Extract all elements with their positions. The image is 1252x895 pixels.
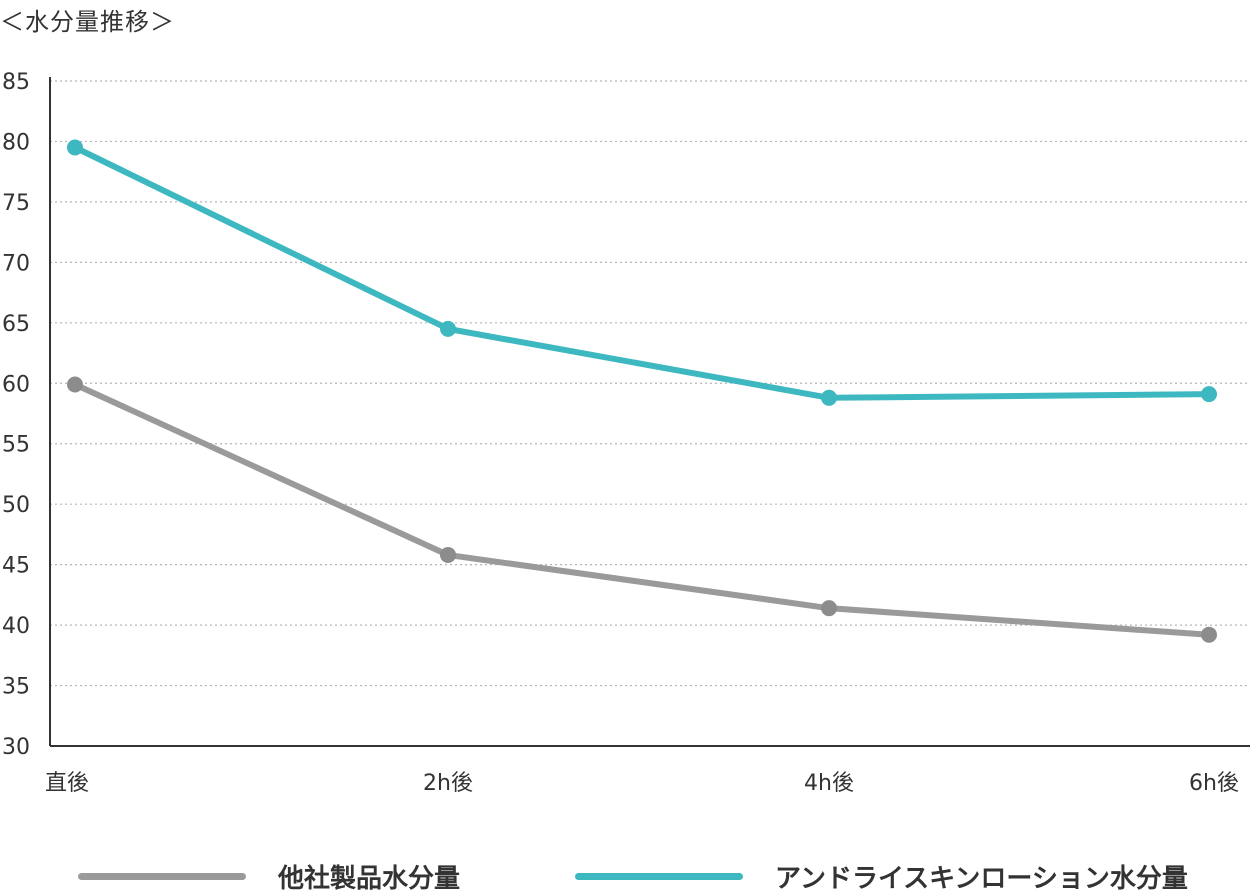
y-axis-tick-labels: 30 35 40 45 50 55 60 65 70 75 80 85 xyxy=(2,70,30,760)
y-tick-label-55: 55 xyxy=(2,433,30,458)
legend-item-other-product: 他社製品水分量 xyxy=(78,858,460,895)
y-tick-label-60: 60 xyxy=(2,372,30,397)
data-point-1-2 xyxy=(821,389,837,406)
data-point-0-3 xyxy=(1201,626,1217,643)
series-group xyxy=(67,139,1217,643)
x-tick-label-3: 6h後 xyxy=(1189,771,1239,796)
x-tick-label-2: 4h後 xyxy=(804,771,854,796)
line-chart: 30 35 40 45 50 55 60 65 70 75 80 85 直後 2h後 4h後 6h後 xyxy=(2,70,1250,796)
chart-title: ＜水分量推移＞ xyxy=(0,8,175,36)
y-tick-label-65: 65 xyxy=(2,312,30,337)
legend-swatch-andry-skin-lotion xyxy=(575,873,743,880)
data-point-0-1 xyxy=(440,546,456,563)
y-tick-label-50: 50 xyxy=(2,493,30,518)
y-tick-label-80: 80 xyxy=(2,130,30,155)
series-line-0 xyxy=(72,381,1212,638)
y-tick-label-75: 75 xyxy=(2,191,30,216)
axes xyxy=(49,77,1250,747)
x-tick-label-0: 直後 xyxy=(45,771,89,796)
legend-label-andry-skin-lotion: アンドライスキンローション水分量 xyxy=(775,864,1188,894)
x-axis-tick-labels: 直後 2h後 4h後 6h後 xyxy=(45,771,1239,796)
y-tick-label-40: 40 xyxy=(2,614,30,639)
series-line-1 xyxy=(72,144,1212,401)
legend-item-andry-skin-lotion: アンドライスキンローション水分量 xyxy=(575,858,1188,895)
y-tick-label-30: 30 xyxy=(2,735,30,760)
data-point-1-3 xyxy=(1201,386,1217,403)
legend-swatch-other-product xyxy=(78,873,246,880)
data-point-0-0 xyxy=(67,376,83,393)
y-tick-label-35: 35 xyxy=(2,675,30,700)
y-tick-label-45: 45 xyxy=(2,554,30,579)
x-tick-label-1: 2h後 xyxy=(423,771,473,796)
y-tick-label-70: 70 xyxy=(2,251,30,276)
data-point-0-2 xyxy=(821,600,837,617)
data-point-1-0 xyxy=(67,139,83,156)
grid-lines xyxy=(50,80,1250,687)
data-point-1-1 xyxy=(440,320,456,337)
y-tick-label-85: 85 xyxy=(2,70,30,95)
legend-label-other-product: 他社製品水分量 xyxy=(278,864,461,894)
